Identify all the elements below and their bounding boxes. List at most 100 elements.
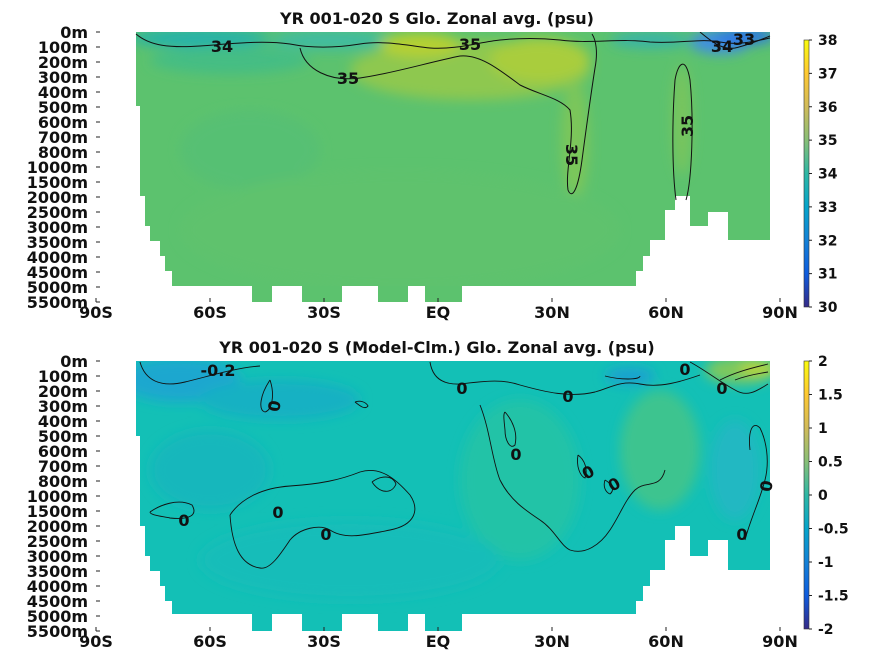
y-tick-label: 600m [38,113,88,132]
y-tick-label: 800m [38,472,88,491]
y-tick-label: 600m [38,442,88,461]
colorbar-tick-label: 30 [818,300,838,316]
y-tick-label: 3500m [27,562,88,581]
contour-label: 0 [756,479,777,493]
y-tick-label: 2500m [27,532,88,551]
y-tick-label: 500m [38,98,88,117]
contour-label: 35 [337,69,359,88]
contour-label: 0 [264,399,285,413]
contour-label: 35 [562,144,581,166]
y-tick-label: 0m [60,352,88,371]
y-tick-label: 1500m [27,502,88,521]
y-tick-label: 4000m [27,577,88,596]
contour-label: 0 [510,445,521,464]
contour-label: -0.2 [201,361,236,380]
x-tick-label: 60S [193,303,227,322]
colorbar-tick-label: 36 [818,100,837,116]
y-tick-label: 5000m [27,278,88,297]
colorbar-tick-label: 31 [818,267,837,283]
x-tick-label: 90S [79,632,113,651]
y-tick-label: 1500m [27,173,88,192]
y-tick-label: 0m [60,23,88,42]
x-tick-label: EQ [426,632,451,651]
y-tick-label: 700m [38,128,88,147]
colorbar-tick-label: -2 [818,622,834,638]
colorbar-tick-label: 33 [818,200,837,216]
contour-label: 0 [679,360,690,379]
y-tick-label: 700m [38,457,88,476]
y-tick-label: 800m [38,143,88,162]
contour-label: 0 [562,387,573,406]
panel-salinity: YR 001-020 S Glo. Zonal avg. (psu) [27,9,838,322]
contour-label: 35 [459,35,481,54]
y-tick-label: 5500m [27,622,88,641]
seafloor-teeth [252,286,462,302]
x-tick-label: 30S [307,303,341,322]
y-tick-label: 1000m [27,487,88,506]
contour-label: 33 [733,30,755,49]
x-tick-label: 30S [307,632,341,651]
panel-1-title: YR 001-020 S Glo. Zonal avg. (psu) [279,9,594,28]
y-tick-label: 3000m [27,218,88,237]
contour-label: 34 [211,37,233,56]
y-tick-label: 4500m [27,263,88,282]
colorbar-tick-label: 2 [818,354,828,370]
colorbar-tick-label: 38 [818,33,837,49]
colorbar-tick-label: 0.5 [818,455,843,471]
y-tick-label: 5500m [27,293,88,312]
colorbar-tick-label: -1.5 [818,589,849,605]
contour-label: 0 [272,503,283,522]
contour-lines [139,361,769,569]
colorbar-tick-label: 1 [818,421,828,437]
y-tick-label: 200m [38,382,88,401]
panel-2-title: YR 001-020 S (Model-Clm.) Glo. Zonal avg… [218,338,655,357]
x-axis: 90S 60S 30S EQ 30N 60N 90N [79,627,798,651]
y-tick-label: 100m [38,38,88,57]
y-tick-label: 100m [38,367,88,386]
colorbar-tick-label: -1 [818,555,834,571]
x-axis: 90S 60S 30S EQ 30N 60N 90N [79,298,798,322]
y-tick-label: 1000m [27,158,88,177]
x-tick-label: EQ [426,303,451,322]
contour-label: 35 [678,115,697,137]
colorbar-tick-label: 37 [818,66,837,82]
colorbar-tick-label: 1.5 [818,388,843,404]
y-tick-label: 3000m [27,547,88,566]
y-tick-label: 500m [38,427,88,446]
y-tick-label: 400m [38,412,88,431]
colorbar-tick-label: -0.5 [818,522,849,538]
colorbar: -2 -1.5 -1 -0.5 0 0.5 1 1.5 2 [803,354,849,638]
contour-lines [135,32,771,201]
x-tick-label: 90N [762,303,798,322]
y-tick-label: 4500m [27,592,88,611]
y-tick-label: 2500m [27,203,88,222]
contour-label: 34 [711,37,733,56]
x-tick-label: 30N [534,632,570,651]
contour-label: 0 [456,379,467,398]
colorbar-tick-label: 0 [818,488,828,504]
y-tick-label: 300m [38,68,88,87]
x-tick-label: 60N [648,303,684,322]
y-tick-label: 400m [38,83,88,102]
y-tick-label: 5000m [27,607,88,626]
x-tick-label: 60S [193,632,227,651]
seafloor-teeth [252,614,462,631]
contour-labels: 34 35 35 35 35 34 33 [211,30,755,166]
x-tick-label: 90S [79,303,113,322]
bias-field: -0.2 0 0 0 0 0 0 0 0 0 0 0 0 0 0 [96,360,780,631]
x-tick-label: 30N [534,303,570,322]
x-tick-label: 90N [762,632,798,651]
colorbar-tick-label: 35 [818,133,837,149]
y-tick-label: 2000m [27,188,88,207]
colorbar-tick-label: 32 [818,233,837,249]
colorbar: 30 31 32 33 34 35 36 37 38 [803,33,838,316]
contour-labels: -0.2 0 0 0 0 0 0 0 0 0 0 0 0 0 0 [178,360,777,544]
y-axis: 0m100m200m300m400m500m600m700m800m1000m1… [27,23,100,312]
colorbar-tick-label: 34 [818,167,838,183]
panel-salinity-bias: YR 001-020 S (Model-Clm.) Glo. Zonal avg… [27,338,849,651]
y-tick-label: 200m [38,53,88,72]
y-tick-label: 4000m [27,248,88,267]
contour-label: 0 [716,379,727,398]
x-tick-label: 60N [648,632,684,651]
